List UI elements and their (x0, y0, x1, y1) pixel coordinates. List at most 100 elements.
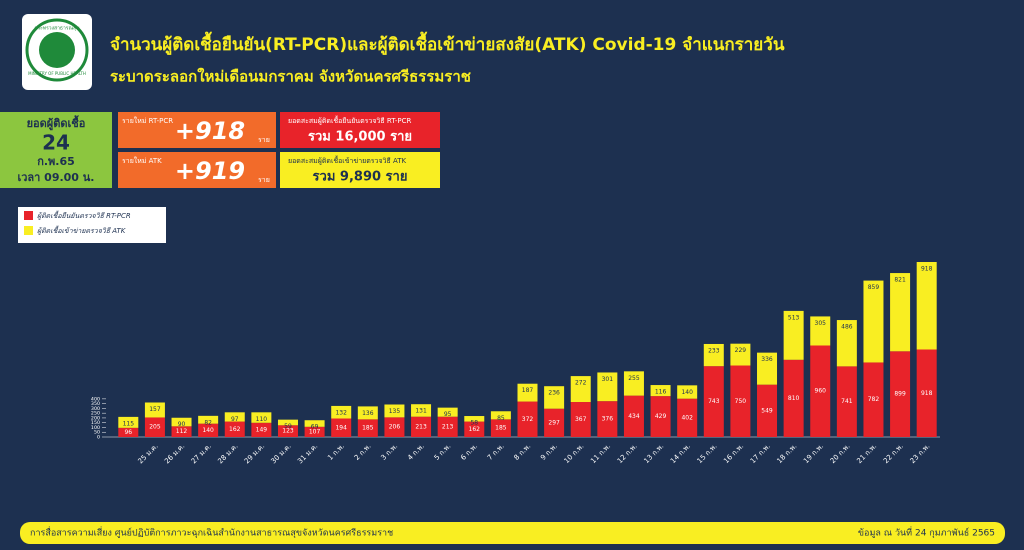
value-label: 115 (123, 420, 135, 427)
value-label: 272 (575, 380, 587, 387)
bar-segment (198, 415, 219, 424)
bar-segment (677, 385, 698, 399)
footer-right: ข้อมูล ณ วันที่ 24 กุมภาพันธ์ 2565 (858, 526, 995, 539)
value-label: 185 (495, 425, 507, 432)
x-tick-label: 15 ก.พ. (696, 442, 719, 465)
bar-segment (597, 401, 618, 437)
bar-segment (464, 416, 485, 422)
value-label: 140 (681, 389, 693, 396)
value-label: 123 (282, 428, 294, 435)
bar-segment (304, 426, 325, 437)
value-label: 236 (548, 390, 560, 397)
value-label: 429 (655, 413, 667, 420)
bar-segment (810, 316, 831, 346)
x-tick-label: 23 ก.พ. (909, 442, 932, 465)
rtpcr-total-box (280, 112, 440, 148)
value-label: 82 (204, 419, 212, 426)
bar-segment (677, 398, 698, 437)
date-box (0, 112, 112, 188)
bar-segment (331, 405, 352, 419)
bar-segment (623, 371, 644, 396)
value-label: 206 (389, 424, 401, 431)
value-label: 434 (628, 413, 640, 420)
value-label: 301 (602, 376, 614, 383)
bar-segment (757, 384, 778, 437)
legend-swatch (24, 211, 33, 220)
bar-segment (517, 383, 538, 402)
bar-segment (836, 366, 857, 437)
x-tick-label: 8 ก.พ. (513, 442, 533, 462)
x-tick-label: 5 ก.พ. (433, 442, 453, 462)
bar-segment (490, 419, 511, 437)
atk-new-box (118, 152, 276, 188)
bar-segment (570, 376, 591, 403)
bar-segment (730, 343, 751, 366)
y-tick-label: 100 (91, 425, 100, 431)
rtpcr-new: +918 (175, 117, 245, 145)
x-tick-label: 9 ก.พ. (539, 442, 559, 462)
x-tick-label: 31 ม.ค. (296, 442, 319, 465)
value-label: 96 (124, 429, 132, 436)
x-tick-label: 1 ก.พ. (326, 442, 346, 462)
bar-segment (650, 385, 671, 397)
legend-swatch (24, 226, 33, 235)
bar-segment (464, 421, 485, 437)
x-tick-label: 13 ก.พ. (642, 442, 665, 465)
atk-new: +919 (175, 157, 245, 185)
bar-segment (650, 396, 671, 437)
bar-segment (517, 401, 538, 437)
value-label: 821 (894, 277, 906, 284)
x-tick-label: 21 ก.พ. (855, 442, 878, 465)
value-label: 132 (335, 409, 347, 416)
value-label: 149 (256, 426, 268, 433)
value-label: 187 (522, 387, 534, 394)
chart: ผู้ติดเชื้อยืนยันตรวจวิธี RT-PCR ผู้ติดเช… (24, 210, 940, 465)
bar-segment (144, 402, 165, 418)
y-tick-label: 250 (91, 411, 100, 417)
bar-segment (304, 420, 325, 427)
x-tick-label: 7 ก.พ. (486, 442, 506, 462)
value-label: 402 (681, 414, 693, 421)
value-label: 743 (708, 398, 720, 405)
bar-segment (437, 407, 458, 417)
x-tick-label: 20 ก.พ. (829, 442, 852, 465)
bar-segment (411, 404, 432, 417)
bar-segment (863, 362, 884, 437)
rtpcr-total: รวม 16,000 ราย (308, 130, 412, 145)
value-label: 918 (921, 266, 933, 273)
bar-segment (224, 421, 245, 437)
subtitle: ระบาดระลอกใหม่เดือนมกราคม จังหวัดนครศรีธ… (110, 68, 471, 86)
atk-total: รวม 9,890 ราย (313, 170, 408, 185)
date-day: 24 (42, 131, 70, 155)
value-label: 140 (202, 427, 214, 434)
value-label: 297 (548, 419, 560, 426)
value-label: 229 (735, 347, 747, 354)
x-tick-label: 25 ม.ค. (136, 442, 159, 465)
title: จำนวนผู้ติดเชื้อยืนยัน(RT-PCR)และผู้ติดเ… (110, 31, 785, 56)
bar-segment (783, 359, 804, 437)
value-label: 899 (894, 391, 906, 398)
bar-segment (703, 366, 724, 437)
x-tick-label: 27 ม.ค. (190, 442, 213, 465)
atk-new-label: รายใหม่ ATK (122, 156, 162, 165)
value-label: 486 (841, 324, 853, 331)
bar-segment (570, 402, 591, 437)
logo-emblem (39, 32, 75, 68)
value-label: 305 (815, 320, 827, 327)
logo-bottom: MINISTRY OF PUBLIC HEALTH (28, 71, 86, 76)
value-label: 372 (522, 416, 534, 423)
legend-box (18, 207, 166, 243)
legend-label: ผู้ติดเชื้อเข้าข่ายตรวจวิธี ATK (37, 225, 127, 235)
bar-segment (357, 406, 378, 420)
rtpcr-new-box (118, 112, 276, 148)
value-label: 157 (149, 406, 161, 413)
logo-top: กระทรวงสาธารณสุข (34, 26, 79, 32)
y-tick-label: 350 (91, 401, 100, 407)
bar-segment (730, 365, 751, 437)
value-label: 59 (284, 423, 292, 430)
x-tick-label: 11 ก.พ. (589, 442, 612, 465)
x-tick-label: 16 ก.พ. (722, 442, 745, 465)
bar-segment (597, 372, 618, 402)
atk-total-box (280, 152, 440, 188)
